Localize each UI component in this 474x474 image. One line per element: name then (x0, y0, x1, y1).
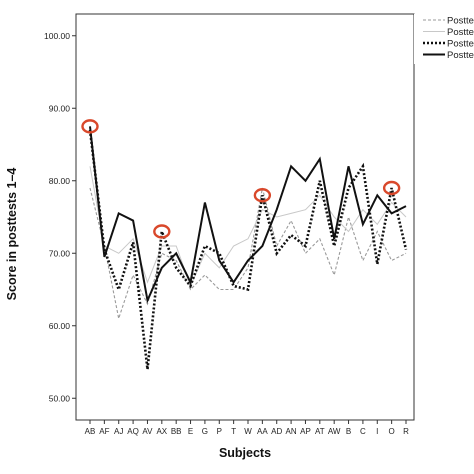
x-tick-label: BB (171, 427, 182, 436)
x-tick-label: AB (85, 427, 96, 436)
x-tick-label: AT (315, 427, 325, 436)
y-tick-label: 100.00 (44, 31, 70, 41)
x-tick-label: AD (271, 427, 282, 436)
x-tick-label: O (389, 427, 395, 436)
x-tick-label: R (403, 427, 409, 436)
x-axis-title: Subjects (219, 446, 271, 460)
y-tick-label: 80.00 (49, 176, 71, 186)
x-tick-label: P (217, 427, 222, 436)
y-tick-label: 50.00 (49, 393, 71, 403)
series-line-2 (89, 166, 407, 288)
x-tick-label: AW (328, 427, 341, 436)
x-tick-label: AX (156, 427, 167, 436)
x-tick-label: E (188, 427, 193, 436)
legend-label: Postte (447, 27, 474, 38)
x-tick-label: B (346, 427, 351, 436)
x-tick-label: AN (286, 427, 297, 436)
highlight-circle (81, 119, 99, 134)
highlight-markers (81, 119, 401, 239)
series-lines (88, 126, 408, 370)
x-tick-label: AJ (114, 427, 123, 436)
x-tick-label: AQ (127, 427, 139, 436)
series-line-3 (88, 129, 408, 370)
x-tick-label: AF (99, 427, 109, 436)
series-line-4 (89, 126, 407, 304)
y-tick-label: 70.00 (49, 248, 71, 258)
legend-label: Postte (447, 39, 474, 50)
plot-frame (75, 13, 415, 421)
highlight-circle (253, 188, 272, 203)
x-tick-label: AP (300, 427, 311, 436)
y-axis-title: Score in posttests 1–4 (5, 168, 19, 301)
x-tick-label: G (202, 427, 208, 436)
legend-box (414, 14, 472, 64)
x-tick-label: C (360, 427, 366, 436)
legend-label: Postte (447, 16, 474, 27)
x-tick-label: AA (257, 427, 268, 436)
x-tick-label: I (376, 427, 378, 436)
x-tick-label: AV (142, 427, 153, 436)
highlight-circle (382, 180, 401, 196)
x-tick-label: W (244, 427, 252, 436)
y-tick-label: 90.00 (49, 103, 71, 113)
series-line-1 (89, 187, 407, 321)
y-tick-label: 60.00 (49, 321, 71, 331)
legend-label: Postte (447, 50, 474, 61)
highlight-circle (153, 224, 171, 239)
x-tick-label: T (231, 427, 236, 436)
